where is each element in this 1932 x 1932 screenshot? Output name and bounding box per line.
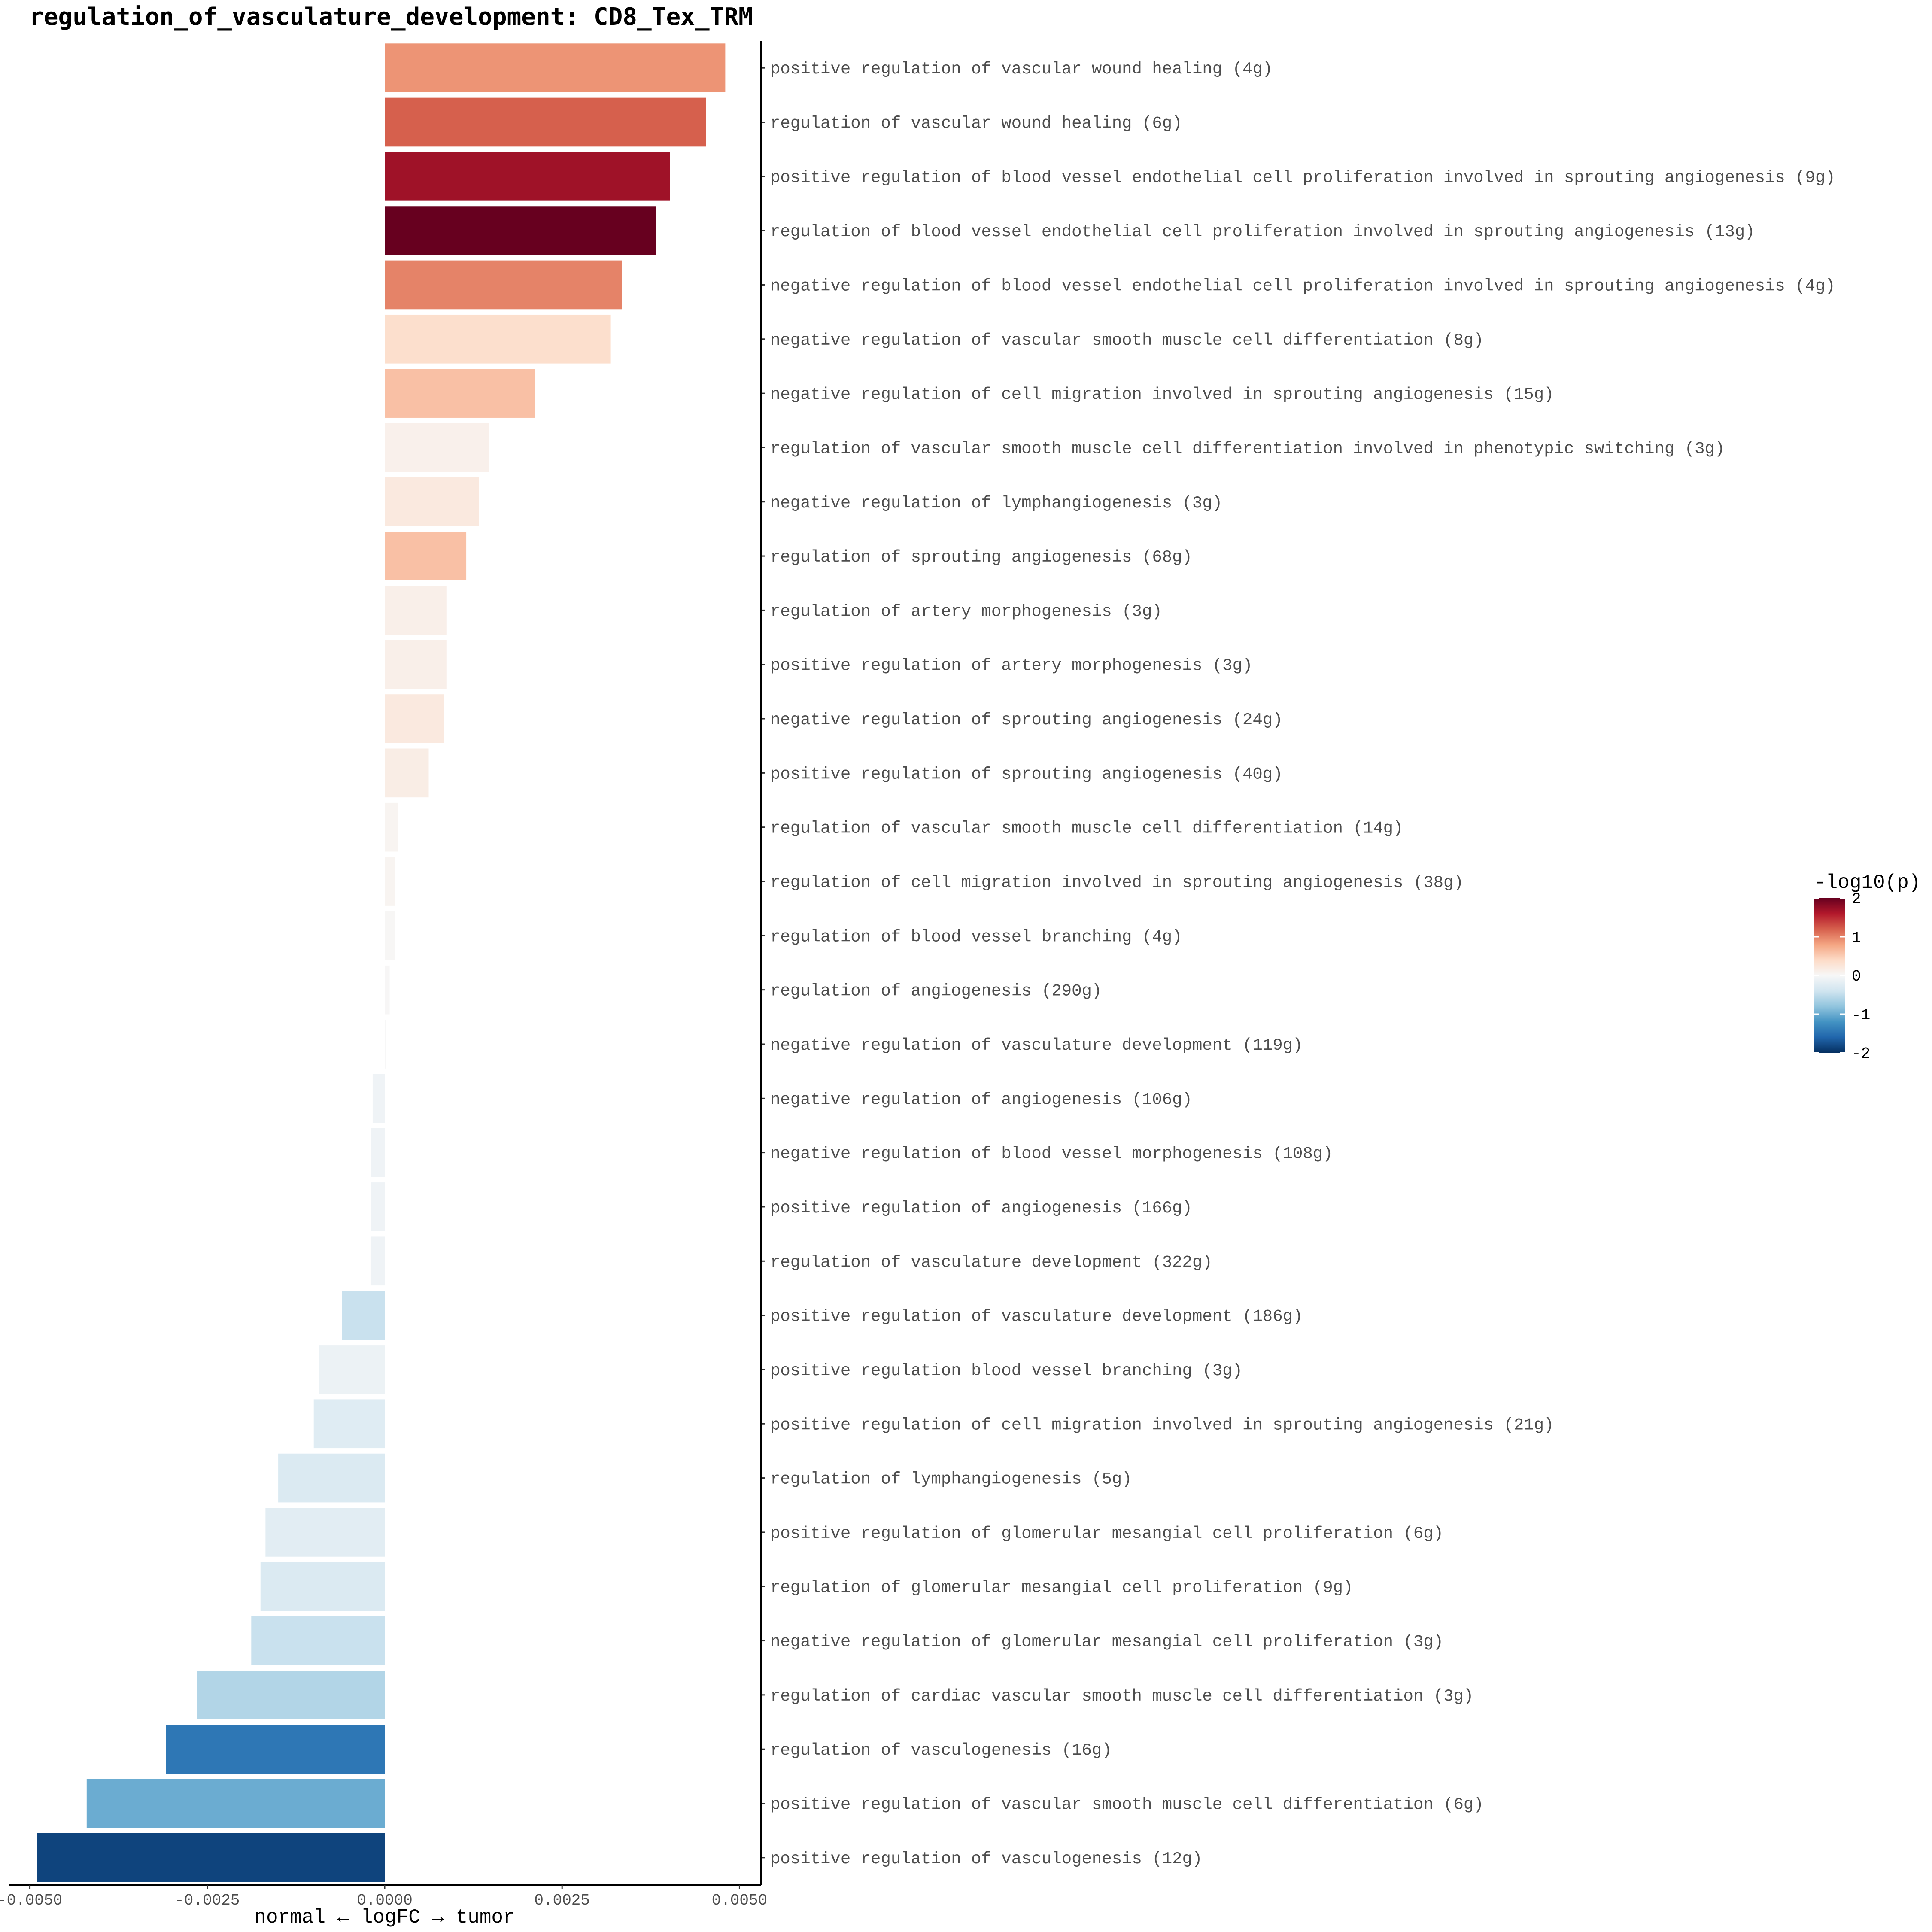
bar: [278, 1453, 385, 1503]
row-label: regulation of cardiac vascular smooth mu…: [770, 1687, 1473, 1706]
row-label: regulation of artery morphogenesis (3g): [770, 602, 1162, 621]
x-tick-label: 0.0050: [712, 1892, 768, 1909]
bar: [385, 694, 444, 743]
row-label: regulation of cell migration involved in…: [770, 873, 1464, 892]
bar: [265, 1508, 385, 1557]
bar: [385, 586, 447, 635]
bar: [370, 1236, 385, 1286]
bar: [385, 477, 479, 526]
bar: [260, 1562, 385, 1611]
bar: [385, 748, 429, 798]
bar: [37, 1833, 385, 1882]
bar: [371, 1128, 385, 1177]
row-label: regulation of sprouting angiogenesis (68…: [770, 548, 1192, 567]
bar: [197, 1671, 385, 1719]
row-label: positive regulation of vascular smooth m…: [770, 1795, 1484, 1814]
x-tick-label: -0.0025: [175, 1892, 240, 1909]
row-label: regulation of blood vessel branching (4g…: [770, 927, 1182, 946]
x-tick-group: -0.0050 -0.0025 0.0000 0.0025 0.0050: [0, 1885, 767, 1909]
chart-title: regulation_of_vasculature_development: C…: [29, 3, 753, 31]
row-label: negative regulation of glomerular mesang…: [770, 1633, 1443, 1652]
bar: [385, 802, 398, 852]
row-label: regulation of vasculature development (3…: [770, 1253, 1212, 1272]
legend-tick-label: 2: [1852, 890, 1861, 908]
bar: [385, 260, 622, 310]
row-label: positive regulation of vascular wound he…: [770, 60, 1273, 79]
bar-group: [37, 43, 726, 1882]
row-label: positive regulation of cell migration in…: [770, 1416, 1554, 1434]
row-label: regulation of blood vessel endothelial c…: [770, 222, 1755, 241]
bar: [385, 423, 489, 472]
row-label: positive regulation of vasculature devel…: [770, 1307, 1303, 1326]
row-label: negative regulation of lymphangiogenesis…: [770, 494, 1222, 513]
bar: [385, 43, 726, 93]
bar: [313, 1399, 385, 1449]
row-label: positive regulation of vasculogenesis (1…: [770, 1850, 1202, 1868]
bar: [385, 369, 535, 418]
bar: [371, 1182, 385, 1231]
bar: [319, 1345, 385, 1394]
color-legend: -log10(p) 2 1 0 -1 -2: [1814, 872, 1920, 1063]
bar: [385, 857, 395, 906]
row-label: positive regulation blood vessel branchi…: [770, 1361, 1242, 1380]
row-label: regulation of vascular smooth muscle cel…: [770, 439, 1725, 458]
x-tick-label: 0.0000: [357, 1892, 413, 1909]
bar: [385, 97, 706, 147]
row-label: negative regulation of sprouting angioge…: [770, 711, 1283, 729]
legend-tick-label: 0: [1852, 968, 1861, 985]
row-label: positive regulation of blood vessel endo…: [770, 168, 1835, 187]
row-label: negative regulation of angiogenesis (106…: [770, 1090, 1192, 1109]
row-label: negative regulation of cell migration in…: [770, 385, 1554, 404]
row-label: regulation of glomerular mesangial cell …: [770, 1578, 1353, 1597]
legend-tick-label: 1: [1852, 929, 1861, 947]
bar: [385, 911, 395, 960]
row-label: negative regulation of blood vessel endo…: [770, 276, 1835, 295]
bar: [385, 640, 447, 689]
bar: [385, 152, 670, 201]
legend-title: -log10(p): [1814, 872, 1920, 894]
row-label: regulation of vascular smooth muscle cel…: [770, 819, 1403, 838]
bar: [385, 314, 611, 364]
row-label: negative regulation of vasculature devel…: [770, 1036, 1303, 1055]
x-tick-label: -0.0050: [0, 1892, 62, 1909]
bar: [86, 1779, 385, 1828]
row-label: positive regulation of sprouting angioge…: [770, 765, 1283, 784]
row-label: regulation of angiogenesis (290g): [770, 982, 1102, 1001]
bar: [385, 1020, 386, 1069]
row-label-group: positive regulation of vascular wound he…: [761, 60, 1835, 1868]
row-label: positive regulation of glomerular mesang…: [770, 1524, 1443, 1543]
bar: [342, 1291, 385, 1340]
legend-tick-label: -2: [1852, 1045, 1870, 1063]
row-label: negative regulation of vascular smooth m…: [770, 331, 1484, 350]
row-label: negative regulation of blood vessel morp…: [770, 1145, 1333, 1163]
row-label: regulation of vasculogenesis (16g): [770, 1741, 1112, 1760]
bar: [251, 1616, 385, 1665]
x-tick-label: 0.0025: [534, 1892, 590, 1909]
bar: [385, 206, 656, 255]
row-label: regulation of vascular wound healing (6g…: [770, 114, 1182, 133]
legend-tick-label: -1: [1852, 1006, 1870, 1024]
bar: [385, 532, 467, 580]
row-label: positive regulation of artery morphogene…: [770, 656, 1252, 675]
bar: [372, 1074, 385, 1123]
x-axis-title: normal ← logFC → tumor: [254, 1906, 515, 1929]
row-label: regulation of lymphangiogenesis (5g): [770, 1470, 1132, 1489]
row-label: positive regulation of angiogenesis (166…: [770, 1199, 1192, 1218]
bar: [166, 1725, 385, 1774]
bar: [385, 965, 390, 1015]
